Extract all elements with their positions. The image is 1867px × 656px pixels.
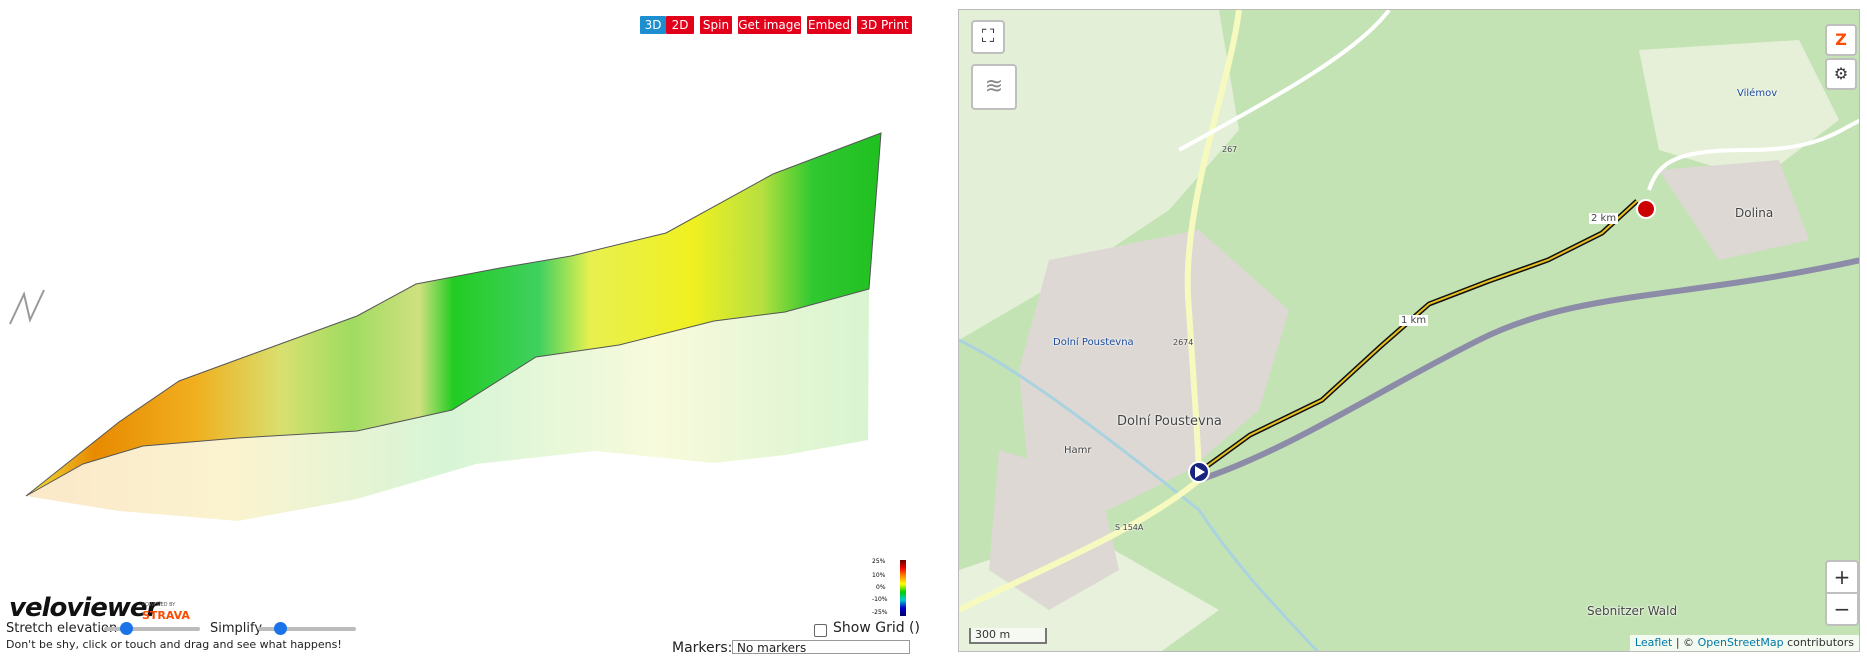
map-label: 2674	[1173, 338, 1194, 347]
elevation-3d	[25, 132, 882, 521]
legend-label: -10%	[872, 596, 888, 603]
grid-checkbox[interactable]	[814, 624, 827, 637]
leaflet-link[interactable]: Leaflet	[1634, 636, 1673, 649]
town	[1659, 160, 1809, 260]
button[interactable]: 2D	[666, 16, 694, 34]
logo: veloviewer	[9, 593, 159, 623]
meadow	[959, 10, 1239, 340]
stretch-label: Stretch elevation	[6, 621, 118, 636]
scale-bar: 300 m	[969, 628, 1047, 644]
legend-label: 0%	[876, 584, 886, 591]
stretch-slider[interactable]	[104, 622, 200, 635]
simplify-label: Simplify	[210, 621, 263, 636]
zoom-out[interactable]: −	[1825, 592, 1859, 626]
meadow	[1639, 40, 1839, 180]
settings-button[interactable]: ⚙	[1825, 58, 1857, 90]
map-label: Dolní Poustevna	[1117, 414, 1222, 429]
button[interactable]: Get image	[738, 16, 801, 34]
gradient-legend: 25% 10% 0% -10% -25%	[872, 558, 912, 616]
button[interactable]: Spin	[700, 16, 732, 34]
map[interactable]: Dolní Poustevna Dolní Poustevna 1 km 2 k…	[958, 9, 1860, 652]
finish-marker	[1636, 199, 1656, 219]
slider-thumb[interactable]	[120, 622, 133, 635]
map-label: Dolní Poustevna	[1053, 337, 1134, 348]
road	[1647, 118, 1859, 191]
map-label: 1 km	[1399, 315, 1429, 326]
map-label: 267	[1222, 145, 1238, 154]
legend-bar	[900, 560, 906, 616]
fullscreen-button[interactable]: ⛶	[971, 20, 1005, 54]
layers-button[interactable]: ≋	[971, 64, 1017, 110]
button[interactable]: 3D Print	[857, 16, 912, 34]
town	[1019, 230, 1289, 510]
compass-icon	[9, 289, 45, 325]
viewer-panel[interactable]: 3D 2D Spin Get image Embed 3D Print 25% …	[6, 8, 912, 623]
map-label: Hamr	[1064, 445, 1092, 456]
powered-by: POWERED BY	[142, 602, 176, 608]
map-tiles	[959, 10, 1859, 651]
slider-thumb[interactable]	[274, 622, 287, 635]
attribution-text: contributors	[1787, 636, 1854, 649]
elevation-side	[25, 132, 882, 497]
attribution: Leaflet | © OpenStreetMap contributors	[1629, 635, 1859, 651]
hint: Don't be shy, click or touch and drag an…	[6, 638, 342, 651]
elevation-shadow	[26, 289, 869, 521]
markers-select[interactable]: No markers	[732, 640, 910, 655]
road	[1178, 10, 1391, 152]
map-label: Sebnitzer Wald	[1587, 604, 1678, 618]
strava-button[interactable]: Z	[1825, 24, 1857, 56]
zoom-in[interactable]: +	[1825, 560, 1859, 594]
river	[959, 338, 1320, 651]
markers-label: Markers:	[672, 640, 733, 656]
button[interactable]: 3D	[640, 16, 666, 34]
river	[1198, 257, 1859, 483]
road	[959, 10, 1242, 613]
start-arrow	[1195, 466, 1205, 478]
simplify-slider[interactable]	[258, 622, 356, 635]
map-label: Vilémov	[1737, 88, 1778, 99]
attribution-sep: | ©	[1675, 636, 1695, 649]
map-label: S 154A	[1115, 523, 1144, 532]
town	[989, 450, 1119, 610]
legend-label: 10%	[872, 572, 886, 579]
map-label: Dolina	[1735, 206, 1774, 220]
legend-label: -25%	[872, 609, 888, 616]
route	[1198, 200, 1638, 473]
osm-link[interactable]: OpenStreetMap	[1697, 636, 1784, 649]
map-label: 2 km	[1589, 213, 1619, 224]
strava-logo: STRAVA	[142, 609, 190, 622]
legend-label: 25%	[872, 558, 886, 565]
button[interactable]: Embed	[807, 16, 851, 34]
grid-label: Show Grid ()	[833, 620, 920, 636]
